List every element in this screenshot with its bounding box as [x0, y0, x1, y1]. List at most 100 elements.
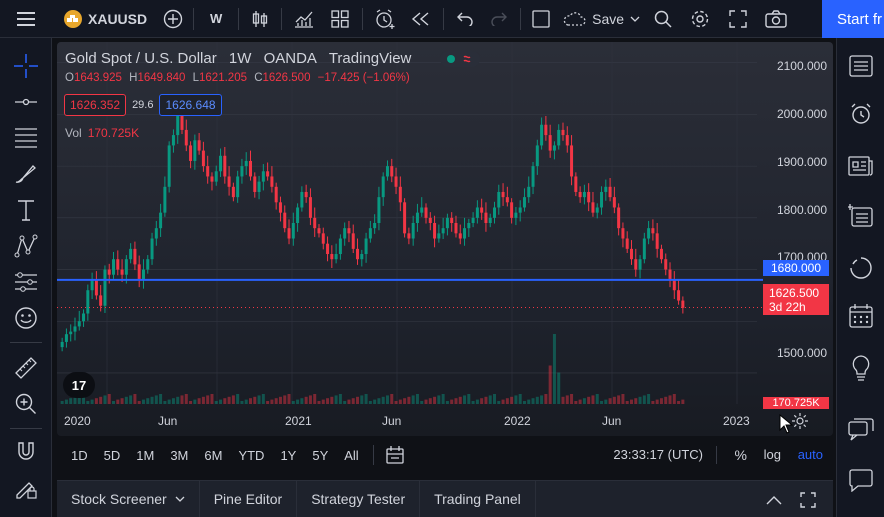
start-free-trial-button[interactable]: Start fr [822, 0, 884, 38]
volume-bar [347, 399, 351, 404]
go-to-date-button[interactable] [380, 438, 410, 472]
candle-body [210, 176, 214, 182]
magnet-tool[interactable] [12, 438, 40, 466]
log-scale-toggle[interactable]: log [763, 447, 781, 462]
volume-bar [133, 394, 137, 404]
range-buttons: 1D 5D 1M 3M 6M YTD 1Y 5Y All [57, 448, 367, 463]
candle-body [681, 300, 685, 308]
percent-scale-toggle[interactable]: % [734, 447, 747, 463]
fib-tool[interactable] [12, 124, 40, 152]
volume-bar [189, 401, 193, 404]
replay-button[interactable] [403, 0, 439, 38]
chart-type-button[interactable] [243, 0, 277, 38]
auto-scale-toggle[interactable]: auto [797, 447, 823, 462]
time-axis[interactable]: 2020 Jun 2021 Jun 2022 Jun 2023 [57, 406, 833, 436]
search-button[interactable] [645, 0, 681, 38]
range-5y-button[interactable]: 5Y [312, 447, 329, 463]
candle-body [625, 238, 629, 249]
settings-button[interactable] [681, 0, 719, 38]
range-3m-button[interactable]: 3M [170, 447, 189, 463]
range-all-button[interactable]: All [344, 447, 359, 463]
zoom-tool[interactable] [12, 390, 40, 418]
volume-bar [535, 396, 539, 404]
compare-symbol-button[interactable] [157, 0, 189, 38]
tab-strategy-tester[interactable]: Strategy Tester [297, 480, 421, 517]
undo-button[interactable] [448, 0, 482, 38]
candle-body [595, 207, 599, 213]
fullscreen-button[interactable] [719, 0, 757, 38]
measure-tool[interactable] [12, 354, 40, 382]
volume-bar [120, 398, 124, 404]
news-button[interactable] [847, 152, 875, 180]
range-5d-button[interactable]: 5D [103, 447, 121, 463]
volume-bar [60, 401, 64, 404]
menu-button[interactable] [0, 0, 52, 38]
volume-bar [64, 399, 68, 404]
range-1y-button[interactable]: 1Y [280, 447, 297, 463]
range-6m-button[interactable]: 6M [204, 447, 223, 463]
tab-stock-screener[interactable]: Stock Screener [57, 480, 200, 517]
tab-trading-panel[interactable]: Trading Panel [420, 480, 536, 517]
volume-bar [407, 396, 411, 404]
fullscreen-select-button[interactable] [525, 0, 557, 38]
sell-button[interactable]: 1626.352 [64, 94, 127, 116]
interval-button[interactable]: W [209, 11, 223, 26]
time-tick: 2021 [285, 414, 312, 428]
text-tool[interactable] [12, 196, 40, 224]
tab-pine-editor[interactable]: Pine Editor [200, 480, 298, 517]
chart-settings-gear-icon[interactable] [792, 413, 808, 429]
hotlists-button[interactable] [847, 254, 875, 282]
save-button[interactable]: Save [557, 0, 645, 38]
buy-button[interactable]: 1626.648 [159, 94, 222, 116]
symbol-search-button[interactable]: XAUUSD [52, 9, 157, 28]
maximize-panel-button[interactable] [793, 481, 823, 517]
calendar-button[interactable] [847, 302, 875, 330]
volume-bar [677, 401, 681, 404]
brush-tool[interactable] [12, 160, 40, 188]
volume-bar [227, 396, 231, 404]
range-ytd-button[interactable]: YTD [238, 447, 265, 463]
data-window-button[interactable] [847, 202, 875, 230]
pattern-tool[interactable] [12, 232, 40, 260]
price-chart[interactable] [57, 42, 833, 436]
volume-bar [403, 398, 407, 404]
trend-line-tool[interactable] [12, 88, 40, 116]
redo-button[interactable] [482, 0, 516, 38]
candle-body [107, 269, 111, 275]
range-1d-button[interactable]: 1D [71, 447, 88, 463]
volume-bar [77, 395, 81, 404]
messages-button[interactable] [847, 466, 875, 494]
alerts-button[interactable] [847, 100, 875, 128]
market-status-badge[interactable] [440, 51, 480, 67]
plus-circle-icon [163, 9, 183, 28]
candle-body [505, 197, 509, 203]
expand-panel-button[interactable] [759, 481, 789, 517]
tradingview-logo[interactable]: 17 [63, 372, 95, 398]
volume-bar [471, 401, 475, 404]
volume-bar [475, 399, 479, 404]
utc-clock[interactable]: 23:33:17 (UTC) [613, 447, 703, 462]
icons-tool[interactable] [12, 304, 40, 332]
chart-pane[interactable]: Gold Spot / U.S. Dollar 1W OANDA Trading… [57, 42, 833, 436]
chats-button[interactable] [847, 416, 875, 444]
volume-bar [116, 399, 120, 404]
current-price-label: 1626.500 3d 22h [763, 284, 829, 315]
alert-button[interactable] [367, 0, 403, 38]
watchlist-button[interactable] [847, 52, 875, 80]
horizontal-line-price-label[interactable]: 1680.000 [763, 260, 829, 276]
volume-bar [681, 399, 685, 404]
snapshot-button[interactable] [757, 0, 795, 38]
volume-bar [124, 396, 128, 404]
indicators-button[interactable] [286, 0, 322, 38]
range-1m-button[interactable]: 1M [136, 447, 155, 463]
volume-bar [664, 396, 668, 404]
candle-body [278, 202, 282, 213]
layouts-button[interactable] [322, 0, 358, 38]
crosshair-tool[interactable] [12, 52, 40, 80]
volume-value: 170.725K [87, 126, 140, 140]
prediction-tool[interactable] [12, 268, 40, 296]
lock-drawings-tool[interactable] [12, 474, 40, 502]
volume-bar [150, 396, 154, 404]
ideas-button[interactable] [847, 354, 875, 382]
